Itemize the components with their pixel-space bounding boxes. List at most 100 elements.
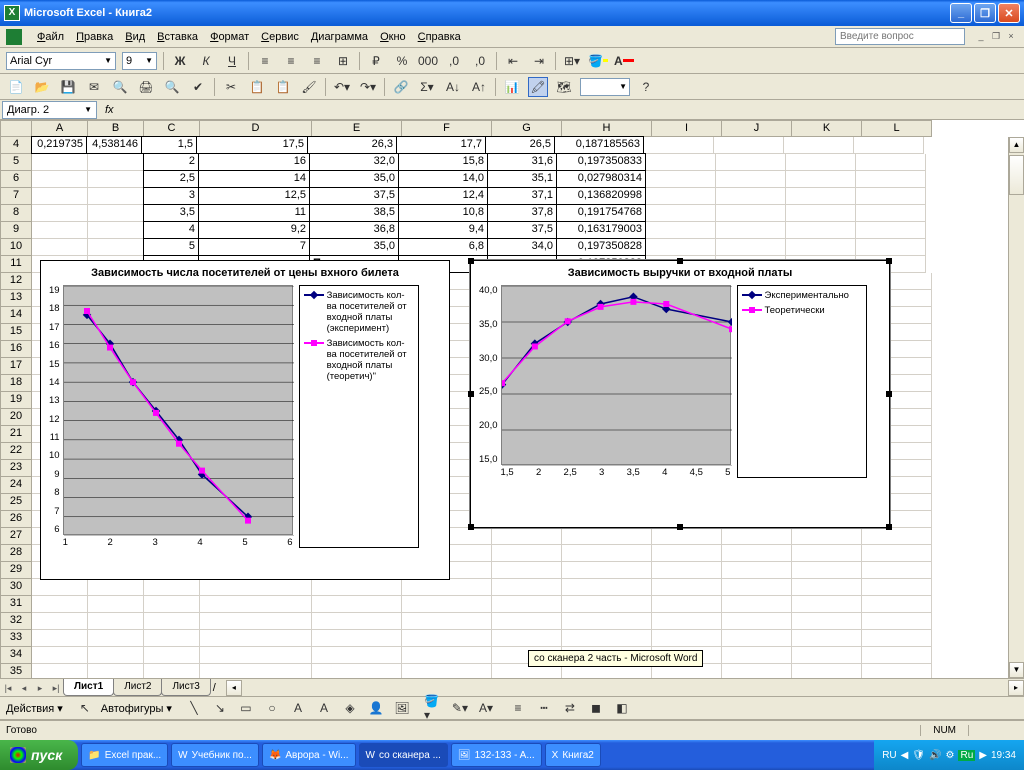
cell[interactable] xyxy=(32,239,88,256)
row-header[interactable]: 7 xyxy=(0,188,32,205)
doc-restore-button[interactable]: ❐ xyxy=(989,31,1003,43)
select-button[interactable]: ↖ xyxy=(75,698,95,718)
cell[interactable] xyxy=(784,137,854,154)
cell[interactable] xyxy=(32,188,88,205)
selection-handle[interactable] xyxy=(468,258,474,264)
chart[interactable]: Зависимость выручки от входной платы15,0… xyxy=(470,260,890,528)
cell[interactable]: 5 xyxy=(143,238,199,256)
cell[interactable]: 2,5 xyxy=(143,170,199,188)
col-header[interactable]: E xyxy=(312,120,402,137)
cell[interactable] xyxy=(652,579,722,596)
taskbar-item[interactable]: WУчебник по... xyxy=(171,743,259,767)
cell[interactable] xyxy=(562,630,652,647)
cell[interactable] xyxy=(716,171,786,188)
row-header[interactable]: 4 xyxy=(0,137,32,154)
col-header[interactable]: G xyxy=(492,120,562,137)
mail-button[interactable]: ✉ xyxy=(84,77,104,97)
open-button[interactable]: 📂 xyxy=(32,77,52,97)
cell[interactable]: 38,5 xyxy=(309,204,399,222)
cell[interactable] xyxy=(786,205,856,222)
row-header[interactable]: 24 xyxy=(0,477,32,494)
cell[interactable] xyxy=(862,664,932,678)
cell[interactable] xyxy=(644,137,714,154)
cell[interactable]: 11 xyxy=(198,204,310,222)
cell[interactable]: 9,4 xyxy=(398,221,488,239)
col-header[interactable]: H xyxy=(562,120,652,137)
line-button[interactable]: ╲ xyxy=(184,698,204,718)
undo-button[interactable]: ↶▾ xyxy=(332,77,352,97)
row-header[interactable]: 11 xyxy=(0,256,32,273)
cell[interactable] xyxy=(88,613,144,630)
cell[interactable] xyxy=(144,613,200,630)
cell[interactable]: 6,8 xyxy=(398,238,488,256)
cell[interactable]: 7 xyxy=(198,238,310,256)
tray-icon[interactable]: ⚙ xyxy=(946,750,955,761)
cell[interactable] xyxy=(786,239,856,256)
cell[interactable] xyxy=(562,596,652,613)
fill-color-button[interactable]: 🪣 xyxy=(588,51,608,71)
menu-Диаграмма[interactable]: Диаграмма xyxy=(305,29,374,45)
sum-button[interactable]: Σ▾ xyxy=(417,77,437,97)
menu-Вставка[interactable]: Вставка xyxy=(151,29,204,45)
cell[interactable]: 17,5 xyxy=(196,136,308,154)
shadow-button[interactable]: ◼ xyxy=(586,698,606,718)
cell[interactable] xyxy=(856,188,926,205)
close-button[interactable]: ✕ xyxy=(998,3,1020,23)
system-tray[interactable]: RU ◀ 🛡 🔊 ⚙ Ru ▶ 19:34 xyxy=(874,740,1024,770)
cell[interactable] xyxy=(144,647,200,664)
cell[interactable] xyxy=(88,647,144,664)
cell[interactable] xyxy=(856,154,926,171)
cell[interactable] xyxy=(88,154,144,171)
actions-menu[interactable]: Действия ▾ xyxy=(6,702,63,715)
align-left-button[interactable]: ≡ xyxy=(255,51,275,71)
cell[interactable]: 0,163179003 xyxy=(556,221,646,239)
cell[interactable] xyxy=(402,596,492,613)
tab-prev-button[interactable]: ◂ xyxy=(16,680,32,696)
selection-handle[interactable] xyxy=(677,258,683,264)
taskbar-item[interactable]: 🖼132-133 - A... xyxy=(451,743,542,767)
cell[interactable]: 4,538146 xyxy=(86,136,142,154)
cell[interactable] xyxy=(200,613,312,630)
menu-Сервис[interactable]: Сервис xyxy=(255,29,305,45)
cell[interactable]: 0,187185563 xyxy=(554,136,644,154)
col-header[interactable]: F xyxy=(402,120,492,137)
paste-button[interactable]: 📋 xyxy=(273,77,293,97)
row-header[interactable]: 15 xyxy=(0,324,32,341)
cell[interactable] xyxy=(88,188,144,205)
wordart-button[interactable]: A xyxy=(314,698,334,718)
cell[interactable]: 16 xyxy=(198,153,310,171)
cell[interactable]: 3,5 xyxy=(143,204,199,222)
scroll-left-button[interactable]: ◂ xyxy=(226,680,242,696)
cell[interactable]: 0,136820998 xyxy=(556,187,646,205)
row-header[interactable]: 22 xyxy=(0,443,32,460)
cell[interactable] xyxy=(88,171,144,188)
selection-handle[interactable] xyxy=(468,391,474,397)
maximize-button[interactable]: ❐ xyxy=(974,3,996,23)
cell[interactable] xyxy=(792,579,862,596)
cell[interactable] xyxy=(722,630,792,647)
line-style-button[interactable]: ≡ xyxy=(508,698,528,718)
search-button[interactable]: 🔍 xyxy=(110,77,130,97)
cell[interactable]: 4 xyxy=(143,221,199,239)
cell[interactable] xyxy=(32,630,88,647)
font-name-select[interactable]: Arial Cyr▼ xyxy=(6,52,116,70)
doc-minimize-button[interactable]: _ xyxy=(974,31,988,43)
cell[interactable] xyxy=(854,137,924,154)
arrow-style-button[interactable]: ⇄ xyxy=(560,698,580,718)
percent-button[interactable]: % xyxy=(392,51,412,71)
col-header[interactable]: K xyxy=(792,120,862,137)
align-center-button[interactable]: ≡ xyxy=(281,51,301,71)
cell[interactable] xyxy=(32,596,88,613)
spell-button[interactable]: ✔ xyxy=(188,77,208,97)
cell[interactable] xyxy=(32,664,88,678)
merge-button[interactable]: ⊞ xyxy=(333,51,353,71)
col-header[interactable]: A xyxy=(32,120,88,137)
cell[interactable]: 12,5 xyxy=(198,187,310,205)
tab-next-button[interactable]: ▸ xyxy=(32,680,48,696)
tray-icon[interactable]: 🔊 xyxy=(929,750,941,761)
cell[interactable] xyxy=(88,205,144,222)
inc-indent-button[interactable]: ⇥ xyxy=(529,51,549,71)
row-header[interactable]: 18 xyxy=(0,375,32,392)
cell[interactable] xyxy=(652,596,722,613)
cell[interactable] xyxy=(646,205,716,222)
